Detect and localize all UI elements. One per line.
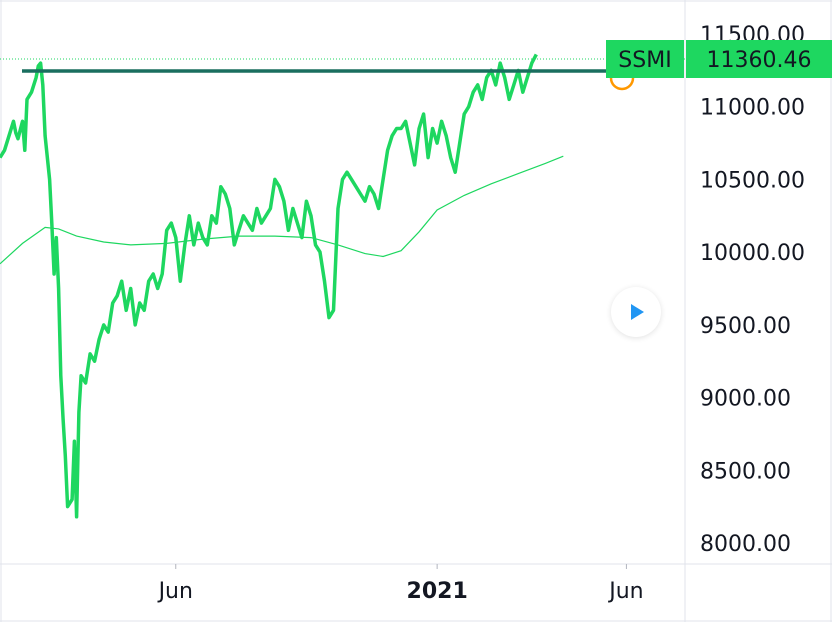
play-icon [631, 304, 644, 320]
series-line-price [0, 53, 538, 519]
last-value-tag [686, 40, 832, 78]
y-tick-label: 8500.00 [700, 459, 791, 484]
symbol-tag-label: SSMI [618, 48, 671, 73]
y-tick-label: 11000.00 [700, 96, 805, 121]
y-tick-label: 10000.00 [700, 241, 805, 266]
time-axis: Jun 2021 Jun [157, 564, 644, 604]
x-tick-label: 2021 [407, 579, 468, 604]
y-tick-label: 9500.00 [700, 314, 791, 339]
y-tick-label: 9000.00 [700, 387, 791, 412]
y-tick-label: 8000.00 [700, 532, 791, 557]
series-line-moving-average [0, 155, 564, 265]
last-value-labels: SSMI 11360.46 [606, 40, 832, 78]
plot-layer [0, 53, 685, 519]
replay-button[interactable] [611, 287, 661, 337]
y-tick-label: 10500.00 [700, 168, 805, 193]
x-tick-label: Jun [157, 579, 193, 604]
symbol-tag [606, 40, 684, 78]
x-tick-label: Jun [607, 579, 643, 604]
last-value-tag-label: 11360.46 [707, 48, 812, 73]
price-axis: 8000.00 8500.00 9000.00 9500.00 10000.00 1050… [700, 23, 805, 557]
